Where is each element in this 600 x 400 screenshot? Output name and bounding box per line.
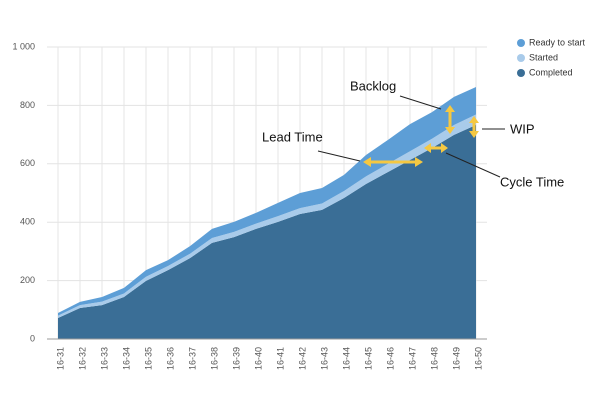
x-tick-label: 16-45 [363, 347, 373, 370]
annotation: Lead Time [262, 129, 323, 144]
x-tick-label: 16-31 [55, 347, 65, 370]
y-tick-label: 800 [20, 100, 35, 110]
x-tick-label: 16-42 [297, 347, 307, 370]
legend-label: Ready to start [529, 37, 586, 47]
arrow-head [469, 131, 479, 138]
x-tick-label: 16-35 [143, 347, 153, 370]
y-tick-label: 200 [20, 275, 35, 285]
legend-label: Completed [529, 67, 573, 77]
legend-label: Started [529, 52, 558, 62]
legend-marker [517, 54, 525, 62]
annotation: Cycle Time [500, 174, 564, 189]
pointer [445, 152, 501, 178]
x-tick-label: 16-37 [187, 347, 197, 370]
x-tick-label: 16-44 [341, 347, 351, 370]
pointer [399, 95, 442, 110]
legend-marker [517, 69, 525, 77]
x-tick-label: 16-32 [77, 347, 87, 370]
arrow-head [445, 105, 455, 112]
pointer [317, 150, 361, 162]
arrow-head [363, 157, 371, 167]
x-tick-label: 16-39 [231, 347, 241, 370]
y-tick-label: 600 [20, 158, 35, 168]
x-tick-label: 16-36 [165, 347, 175, 370]
y-tick-label: 400 [20, 217, 35, 227]
x-tick-label: 16-34 [121, 347, 131, 370]
x-tick-label: 16-38 [209, 347, 219, 370]
y-tick-label: 0 [30, 333, 35, 343]
arrow-head [469, 116, 479, 123]
y-tick-label: 1 000 [12, 41, 35, 51]
x-tick-label: 16-47 [407, 347, 417, 370]
x-tick-label: 16-49 [451, 347, 461, 370]
annotation: Backlog [350, 78, 396, 93]
annotation-arrows [363, 105, 479, 167]
arrow-head [445, 127, 455, 134]
x-tick-label: 16-43 [319, 347, 329, 370]
x-tick-label: 16-41 [275, 347, 285, 370]
arrow-head [415, 157, 423, 167]
x-tick-label: 16-40 [253, 347, 263, 370]
legend-marker [517, 39, 525, 47]
annotation: WIP [510, 121, 535, 136]
x-tick-label: 16-46 [385, 347, 395, 370]
x-tick-label: 16-33 [99, 347, 109, 370]
arrow-head [441, 143, 448, 153]
x-tick-label: 16-50 [473, 347, 483, 370]
arrow-head [424, 143, 431, 153]
area [58, 124, 476, 340]
x-tick-label: 16-48 [429, 347, 439, 370]
annotation-pointers [317, 95, 505, 178]
